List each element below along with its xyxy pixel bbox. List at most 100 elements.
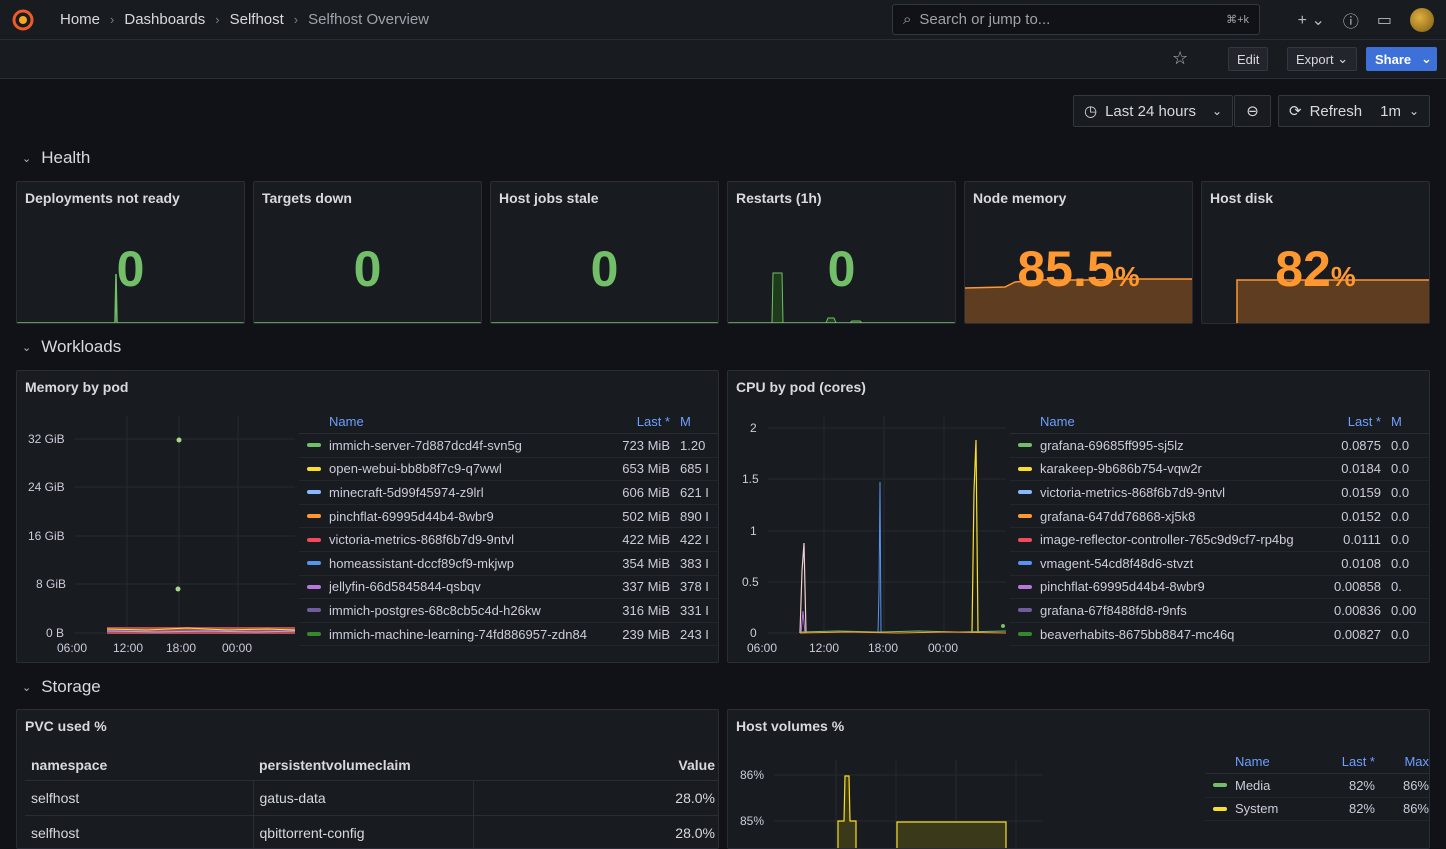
add-icon[interactable]: + ⌄ xyxy=(1297,12,1325,29)
col-namespace[interactable]: namespace xyxy=(25,750,253,781)
edit-button[interactable]: Edit xyxy=(1228,47,1269,71)
x-tick: 12:00 xyxy=(113,641,144,655)
legend-row[interactable]: karakeep-9b686b754-vqw2r 0.0184 0.0 xyxy=(1010,458,1429,482)
help-icon[interactable]: ⓘ xyxy=(1342,14,1359,31)
dashboard-toolbar xyxy=(0,40,1446,79)
table-row: selfhost qbittorrent-config 28.0% xyxy=(25,815,718,848)
time-range-label: Last 24 hours xyxy=(1105,102,1196,120)
breadcrumb-selfhost[interactable]: Selfhost xyxy=(229,11,284,28)
stat-value: 85.5% xyxy=(1017,241,1140,297)
panel-title: Deployments not ready xyxy=(25,190,180,206)
panel-host-volumes[interactable]: Host volumes % 86% 85% Name Last * Max M… xyxy=(727,709,1430,849)
legend-row[interactable]: homeassistant-dccf89cf9-mkjwp 354 MiB 383 … xyxy=(299,552,718,576)
memory-chart xyxy=(75,416,296,634)
cell-pvc: gatus-data xyxy=(252,780,473,816)
series-max: 383 I xyxy=(680,555,709,571)
y-tick: 85% xyxy=(740,814,765,828)
legend-col-name[interactable]: Name xyxy=(329,414,364,429)
legend-row[interactable]: grafana-67f8488fd8-r9nfs 0.00836 0.00 xyxy=(1010,599,1429,623)
col-value[interactable]: Value xyxy=(473,750,718,781)
legend-row[interactable]: open-webui-bb8b8f7c9-q7wwl 653 MiB 685 I xyxy=(299,458,718,482)
edit-label: Edit xyxy=(1237,51,1260,67)
legend-row[interactable]: image-reflector-controller-765c9d9cf7-rp… xyxy=(1010,528,1429,552)
panel-memory-by-pod[interactable]: Memory by pod 32 GiB 24 GiB 16 GiB 8 GiB… xyxy=(16,370,719,663)
row-title-label: Workloads xyxy=(41,337,122,356)
share-dropdown-button[interactable]: ⌄ xyxy=(1416,47,1437,71)
legend-row[interactable]: System 82% 86% xyxy=(1205,798,1429,822)
stat-panel-deployments[interactable]: Deployments not ready 0 xyxy=(16,181,245,324)
x-tick: 06:00 xyxy=(747,641,778,655)
legend-row[interactable]: immich-server-7d887dcd4f-svn5g 723 MiB 1.2… xyxy=(299,434,718,458)
col-pvc[interactable]: persistentvolumeclaim xyxy=(253,750,473,781)
legend-row[interactable]: grafana-647dd76868-xj5k8 0.0152 0.0 xyxy=(1010,505,1429,529)
sparkline xyxy=(728,272,955,323)
series-last: 82% xyxy=(1348,777,1375,793)
stat-value: 0 xyxy=(827,241,856,297)
legend-row[interactable]: pinchflat-69995d44b4-8wbr9 502 MiB 890 I xyxy=(299,505,718,529)
time-range-picker[interactable]: ◷ Last 24 hours ⌄ xyxy=(1073,95,1233,127)
grafana-logo-icon[interactable] xyxy=(0,0,46,40)
breadcrumb-current: Selfhost Overview xyxy=(308,11,430,28)
legend-row[interactable]: victoria-metrics-868f6b7d9-9ntvl 0.0159 0.… xyxy=(1010,481,1429,505)
legend-col-last[interactable]: Last * xyxy=(1341,754,1375,769)
series-max: 243 I xyxy=(680,626,709,642)
host-volumes-legend: Name Last * Max Media 82% 86% System 82%… xyxy=(1205,750,1429,822)
breadcrumb-home[interactable]: Home xyxy=(60,11,101,28)
legend-row[interactable]: jellyfin-66d5845844-qsbqv 337 MiB 378 I xyxy=(299,576,718,600)
legend-row[interactable]: Media 82% 86% xyxy=(1205,774,1429,798)
share-button[interactable]: Share xyxy=(1366,47,1421,71)
x-tick: 00:00 xyxy=(928,641,959,655)
legend-col-last[interactable]: Last * xyxy=(636,414,670,429)
avatar[interactable] xyxy=(1410,8,1434,32)
legend-row[interactable]: beaverhabits-8675bb8847-mc46q 0.00827 0.0 xyxy=(1010,623,1429,647)
legend-col-max[interactable]: M xyxy=(1391,414,1402,429)
legend-row[interactable]: vmagent-54cd8f48d6-stvzt 0.0108 0.0 xyxy=(1010,552,1429,576)
chevron-right-icon: › xyxy=(293,12,299,27)
legend-col-name[interactable]: Name xyxy=(1235,754,1270,769)
legend-row[interactable]: pinchflat-69995d44b4-8wbr9 0.00858 0. xyxy=(1010,576,1429,600)
row-storage[interactable]: ⌄ Storage xyxy=(22,677,101,697)
stat-panel-restarts[interactable]: Restarts (1h) 0 xyxy=(727,181,956,324)
series-name: beaverhabits-8675bb8847-mc46q xyxy=(1040,626,1235,642)
series-color-swatch xyxy=(1018,584,1032,589)
stat-panel-targets-down[interactable]: Targets down 0 xyxy=(253,181,482,324)
legend-col-last[interactable]: Last * xyxy=(1347,414,1381,429)
series-max: 0.0 xyxy=(1391,532,1410,548)
stat-panel-host-jobs[interactable]: Host jobs stale 0 xyxy=(490,181,719,324)
series-name: immich-machine-learning-74fd886957-zdn84 xyxy=(329,626,587,642)
legend-col-max[interactable]: M xyxy=(680,414,691,429)
series-max: 0.0 xyxy=(1391,484,1410,500)
legend-row[interactable]: minecraft-5d99f45974-z9lrl 606 MiB 621 I xyxy=(299,481,718,505)
y-tick: 86% xyxy=(740,768,765,782)
star-icon[interactable]: ☆ xyxy=(1172,48,1189,68)
cpu-legend: Name Last * M grafana-69685ff995-sj5lz 0.… xyxy=(1010,410,1429,647)
refresh-interval[interactable]: 1m xyxy=(1380,102,1401,120)
legend-col-name[interactable]: Name xyxy=(1040,414,1075,429)
panel-cpu-by-pod[interactable]: CPU by pod (cores) 2 1.5 1 0.5 0 06:00 1… xyxy=(727,370,1430,663)
legend-row[interactable]: grafana-69685ff995-sj5lz 0.0875 0.0 xyxy=(1010,434,1429,458)
zoom-out-button[interactable]: ⊖ xyxy=(1234,95,1271,127)
refresh-button[interactable]: ⟳ Refresh 1m ⌄ xyxy=(1278,95,1430,127)
legend-col-max[interactable]: Max xyxy=(1404,754,1429,769)
stat-panel-host-disk[interactable]: Host disk 82% xyxy=(1201,181,1430,324)
legend-row[interactable]: immich-postgres-68c8cb5c4d-h26kw 316 MiB 3… xyxy=(299,599,718,623)
panel-title: Targets down xyxy=(262,190,352,206)
tv-mode-icon[interactable]: ▭ xyxy=(1376,12,1392,29)
row-workloads[interactable]: ⌄ Workloads xyxy=(22,337,121,357)
stat-panel-node-memory[interactable]: Node memory 85.5% xyxy=(964,181,1193,324)
legend-row[interactable]: immich-machine-learning-74fd886957-zdn84… xyxy=(299,623,718,647)
x-tick: 06:00 xyxy=(57,641,88,655)
series-last: 82% xyxy=(1348,801,1375,817)
row-health[interactable]: ⌄ Health xyxy=(22,148,90,168)
series-last: 723 MiB xyxy=(622,437,670,453)
share-label: Share xyxy=(1375,51,1412,67)
series-name: System xyxy=(1235,801,1279,817)
search-input[interactable]: ⌕ Search or jump to... ⌘+k xyxy=(892,4,1260,35)
series-name: Media xyxy=(1235,777,1271,793)
legend-row[interactable]: victoria-metrics-868f6b7d9-9ntvl 422 MiB 4… xyxy=(299,528,718,552)
export-button[interactable]: Export ⌄ xyxy=(1287,47,1358,71)
series-color-swatch xyxy=(1018,466,1032,471)
breadcrumb-dashboards[interactable]: Dashboards xyxy=(124,11,206,28)
y-tick: 0 xyxy=(750,626,757,640)
panel-pvc-used[interactable]: PVC used % namespace persistentvolumecla… xyxy=(16,709,719,849)
